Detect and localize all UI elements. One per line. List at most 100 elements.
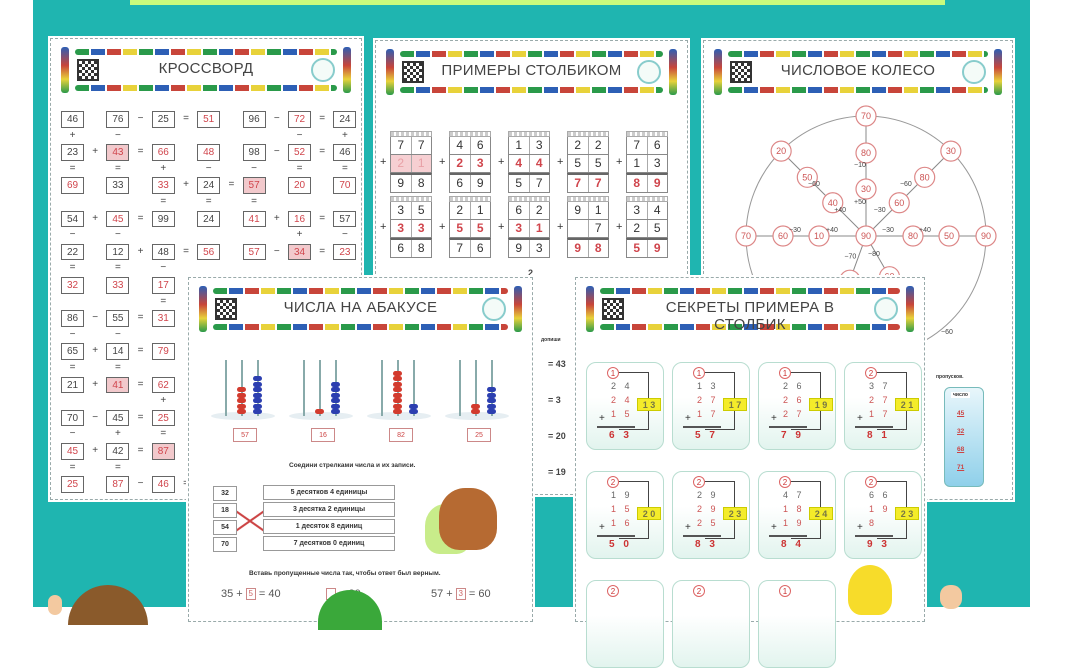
wheel-operation: −80 xyxy=(868,251,880,258)
hand-right-illustration xyxy=(940,585,962,609)
digit: 2 xyxy=(450,155,471,172)
crossword-cell: − xyxy=(341,229,348,241)
bead-ones xyxy=(253,381,262,387)
crossword-cell: = xyxy=(137,312,144,324)
bead-ones xyxy=(253,387,262,392)
description-box: 3 десятка 2 единицы xyxy=(263,502,395,517)
crossword-cell: 76 xyxy=(106,111,130,128)
digit: 5 xyxy=(417,203,425,217)
crossword-cell: 48 xyxy=(197,144,221,161)
yellow-bird-illustration xyxy=(848,565,892,615)
addend: 2 7 xyxy=(869,395,891,405)
crossword-cell: 24 xyxy=(197,210,221,228)
crossword-cell: + xyxy=(69,129,76,141)
digit: 2 xyxy=(450,202,471,219)
crossword-cell: 48 xyxy=(151,243,175,261)
crossword-cell: 54 xyxy=(61,210,84,228)
place-value-label xyxy=(508,131,550,137)
bead-tens xyxy=(393,387,402,392)
digit: 6 xyxy=(391,240,412,257)
digit: 1 xyxy=(627,155,648,172)
place-value-label xyxy=(390,131,432,137)
digit: 3 xyxy=(476,156,484,170)
addend: 2 4 xyxy=(611,381,633,391)
addend: 2 6 xyxy=(783,381,805,391)
crossword-cell: = xyxy=(114,262,121,274)
addend: 8 xyxy=(869,518,878,528)
addend: 2 4 xyxy=(611,395,633,405)
worksheet-header: ЧИСЛОВОЕ КОЛЕСО xyxy=(714,47,1002,97)
digit: 3 xyxy=(509,220,530,237)
wheel-node: 80 xyxy=(861,148,871,158)
place-value-label xyxy=(626,131,668,137)
crossword-cell: − xyxy=(273,245,280,257)
crossword-cell: 20 xyxy=(288,177,311,194)
crossword-cell: = xyxy=(341,162,348,174)
number-box: 32 xyxy=(213,486,237,501)
wheel-node-circle xyxy=(914,166,936,188)
carry-digit: 2 xyxy=(607,476,619,488)
pencil-border-bottom xyxy=(75,85,337,91)
logo-badge xyxy=(482,297,506,321)
crossword-cell: = xyxy=(319,113,326,124)
plus-sign: + xyxy=(616,221,623,233)
ones-sum-box: 2 3 xyxy=(895,507,919,520)
abacus xyxy=(445,356,509,426)
digit: 5 xyxy=(653,221,661,235)
bead-ones xyxy=(487,398,496,403)
bead-tens xyxy=(393,376,402,381)
bead-tens xyxy=(237,392,246,398)
crossword-cell: = xyxy=(160,196,167,207)
wheel-node-circle xyxy=(822,192,844,214)
digit: 8 xyxy=(594,241,602,255)
addition-card: 1 xyxy=(758,580,836,668)
crossword-cell: + xyxy=(137,245,144,257)
plus-sign: + xyxy=(380,156,387,168)
carry-digit: 2 xyxy=(607,585,619,597)
side-result: = 20 xyxy=(548,431,566,441)
bead-ones xyxy=(253,392,262,398)
wheel-operation: −70 xyxy=(844,253,856,260)
sum-line xyxy=(855,426,893,428)
wheel-node: 80 xyxy=(908,231,918,241)
addend: 1 9 xyxy=(869,504,891,514)
crossword-cell: 52 xyxy=(288,144,311,161)
wheel-operation: −60 xyxy=(808,181,820,188)
digit: 1 xyxy=(411,155,431,172)
digit: 4 xyxy=(653,203,661,217)
digit: 5 xyxy=(509,175,530,192)
missing-number-box: 3 xyxy=(455,588,466,601)
digit: 9 xyxy=(568,202,589,219)
addend: 2 7 xyxy=(783,409,805,419)
abacus-rod xyxy=(475,360,477,416)
total: 5 0 xyxy=(609,539,632,550)
digit: 9 xyxy=(653,176,661,190)
bead-tens xyxy=(237,387,246,392)
matching-arrows xyxy=(237,488,263,554)
addition-card: 2 1 9 1 5 1 6 +2 0 5 0 xyxy=(586,471,664,559)
digit: 7 xyxy=(594,176,602,190)
logo-badge xyxy=(962,60,986,84)
crossword-cell: − xyxy=(205,162,212,174)
wheel-node-circle xyxy=(902,225,924,247)
digit: 5 xyxy=(450,220,471,237)
crossword-cell: 57 xyxy=(242,177,266,194)
digit-row: 7 xyxy=(567,220,609,238)
pencil-border-left xyxy=(61,47,69,93)
crossword-cell: = xyxy=(114,362,121,373)
abacus-answer: 16 xyxy=(311,428,335,442)
digit: 1 xyxy=(535,221,543,235)
crossword-cell: + xyxy=(92,345,99,357)
addend: 1 6 xyxy=(611,518,633,528)
ones-sum-box: 2 4 xyxy=(809,507,833,520)
side-result: = 19 xyxy=(548,467,566,477)
crossword-cell: 12 xyxy=(106,243,130,261)
